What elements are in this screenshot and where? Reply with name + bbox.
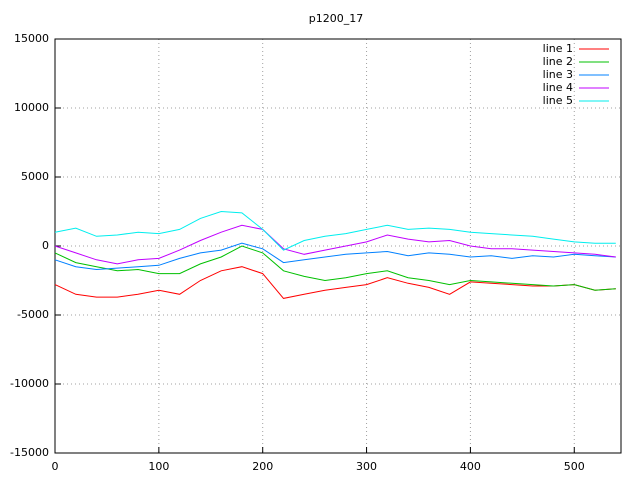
x-tick-label: 500 (564, 460, 585, 473)
y-tick-label: -15000 (10, 446, 49, 459)
line-series (54, 245, 616, 291)
y-tick-label: 5000 (21, 170, 49, 183)
y-tick-label: 0 (42, 239, 49, 252)
y-tick-label: -10000 (10, 377, 49, 390)
legend-label: line 1 (543, 42, 573, 55)
legend-label: line 5 (543, 94, 573, 107)
legend-label: line 4 (543, 81, 573, 94)
y-tick-label: -5000 (17, 308, 49, 321)
y-tick-label: 15000 (14, 32, 49, 45)
x-tick-label: 100 (148, 460, 169, 473)
x-tick-label: 400 (460, 460, 481, 473)
y-tick-label: 10000 (14, 101, 49, 114)
line-series (54, 266, 616, 299)
x-tick-label: 0 (52, 460, 59, 473)
x-tick-label: 300 (356, 460, 377, 473)
legend-label: line 3 (543, 68, 573, 81)
line-series (54, 210, 616, 251)
chart-title: p1200_17 (309, 12, 363, 25)
line-series (54, 242, 616, 271)
line-series (54, 224, 616, 265)
x-tick-label: 200 (252, 460, 273, 473)
legend-label: line 2 (543, 55, 573, 68)
